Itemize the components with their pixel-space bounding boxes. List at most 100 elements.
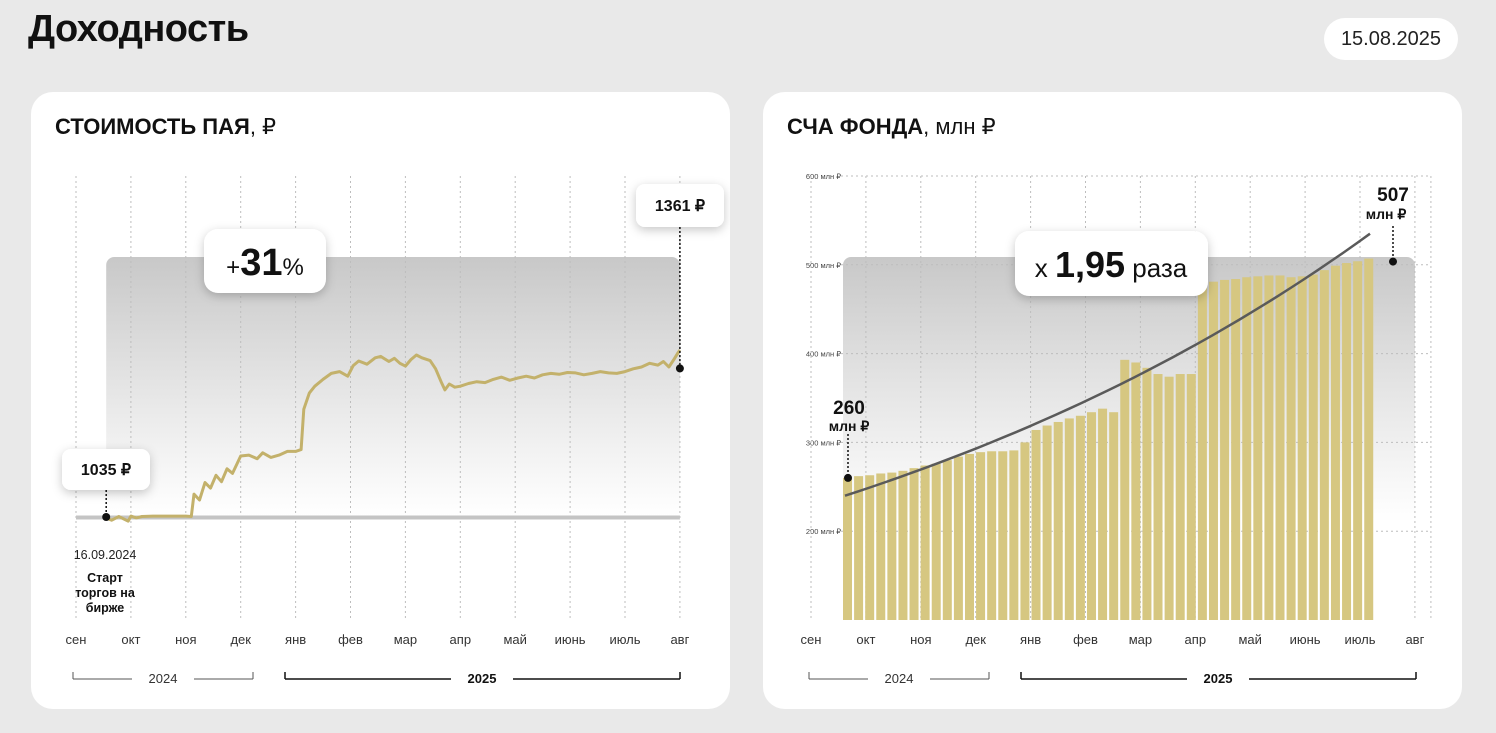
- nav-bar: [1275, 275, 1285, 620]
- end-value-label: 507: [1377, 185, 1409, 206]
- nav-bar: [1220, 279, 1230, 620]
- date-badge: 15.08.2025: [1324, 18, 1458, 60]
- y-tick-label: 300 млн ₽: [806, 438, 841, 447]
- nav-bar: [931, 463, 941, 620]
- nav-bar: [1120, 359, 1130, 620]
- nav-bar: [1286, 277, 1296, 620]
- nav-bar: [1330, 265, 1340, 620]
- nav-bar: [1353, 261, 1363, 620]
- price-line: [102, 349, 682, 523]
- nav-bar: [1175, 374, 1185, 620]
- nav-bar: [1208, 281, 1218, 620]
- nav-bar: [1020, 442, 1030, 620]
- month-tick-label: фев: [1073, 632, 1098, 647]
- unit-price-chart: сен окт ноя дек янв фев мар апр май июнь июль авг 10…: [62, 176, 724, 686]
- year-label: 2024: [885, 671, 914, 686]
- year-label: 2025: [1204, 671, 1233, 686]
- nav-bar: [1231, 279, 1241, 620]
- month-tick-label: янв: [1020, 632, 1041, 647]
- fund-nav-chart: 200 млн ₽ 300 млн ₽ 400 млн ₽ 500 млн ₽ 600 …: [801, 172, 1432, 686]
- start-note-line: Старт: [87, 571, 123, 585]
- start-point: [844, 473, 852, 482]
- nav-bar: [1186, 374, 1196, 620]
- y-tick-label: 400 млн ₽: [806, 350, 841, 359]
- growth-badge: [1015, 231, 1208, 296]
- nav-bar: [1242, 277, 1252, 620]
- month-tick-label: фев: [338, 632, 363, 647]
- month-tick-label: ноя: [910, 632, 931, 647]
- growth-label: х 1,95 раза: [1035, 244, 1188, 285]
- month-tick-label: май: [1238, 632, 1261, 647]
- nav-bar: [1064, 418, 1074, 620]
- nav-bar: [1142, 367, 1152, 620]
- month-tick-label: окт: [121, 632, 140, 647]
- y-tick-label: 600 млн ₽: [806, 172, 841, 181]
- nav-bar: [1098, 408, 1108, 620]
- nav-bar: [1164, 376, 1174, 620]
- unit-price-card: СТОИМОСТЬ ПАЯ, ₽ сен окт ноя дек янв фев мар ап…: [31, 92, 730, 709]
- end-value-label: 1361 ₽: [655, 198, 705, 215]
- nav-bar: [1009, 450, 1019, 620]
- fund-nav-title-unit: , млн ₽: [923, 114, 996, 139]
- page-title: Доходность: [28, 8, 249, 50]
- start-value-label: 1035 ₽: [81, 462, 131, 479]
- unit-price-title-text: СТОИМОСТЬ ПАЯ: [55, 114, 250, 139]
- start-note-line: торгов на: [75, 586, 136, 600]
- month-tick-label: июль: [1344, 632, 1375, 647]
- y-tick-label: 200 млн ₽: [806, 527, 841, 536]
- month-tick-label: май: [503, 632, 526, 647]
- nav-bar: [1308, 274, 1318, 620]
- nav-bar: [953, 456, 963, 620]
- month-tick-label: авг: [670, 632, 689, 647]
- fund-nav-card: СЧА ФОНДА, млн ₽ 200 млн ₽ 300 млн ₽ 400 м…: [763, 92, 1462, 709]
- growth-prefix: х: [1035, 253, 1055, 283]
- month-tick-label: янв: [285, 632, 306, 647]
- nav-bar: [876, 473, 886, 620]
- month-tick-label: сен: [801, 632, 822, 647]
- growth-suffix: раза: [1125, 253, 1188, 283]
- nav-bar: [843, 477, 852, 620]
- end-callout-box: [636, 184, 724, 227]
- month-tick-label: апр: [450, 632, 472, 647]
- performance-band: [106, 257, 680, 517]
- end-point: [675, 364, 684, 373]
- year-label: 2024: [149, 671, 178, 686]
- nav-bar: [865, 475, 875, 620]
- nav-bar: [854, 476, 864, 620]
- growth-value: 1,95: [1055, 244, 1125, 285]
- unit-price-title-unit: , ₽: [249, 114, 277, 139]
- month-tick-label: июль: [609, 632, 640, 647]
- nav-bar: [1075, 415, 1085, 620]
- unit-price-card-title: СТОИМОСТЬ ПАЯ, ₽: [55, 114, 276, 140]
- trend-curve: [844, 232, 1371, 497]
- nav-bar: [964, 453, 974, 620]
- month-tick-label: мар: [1129, 632, 1152, 647]
- nav-bar: [920, 465, 930, 620]
- nav-bar: [887, 472, 897, 620]
- start-value-label: 260: [833, 398, 865, 419]
- start-point: [102, 513, 111, 521]
- month-tick-label: апр: [1185, 632, 1207, 647]
- start-unit-label: млн ₽: [829, 418, 870, 434]
- month-tick-label: июнь: [1290, 632, 1321, 647]
- month-tick-label: сен: [66, 632, 87, 647]
- growth-label: +31%: [226, 242, 304, 284]
- start-callout-box: [62, 449, 150, 490]
- year-label: 2025: [468, 671, 497, 686]
- nav-bar: [1031, 429, 1041, 620]
- nav-bar: [942, 460, 952, 620]
- month-tick-label: окт: [856, 632, 875, 647]
- nav-bar: [1042, 425, 1052, 620]
- nav-bar: [987, 451, 997, 620]
- nav-bar: [1197, 285, 1207, 620]
- nav-bar: [1319, 270, 1329, 620]
- fund-nav-title-text: СЧА ФОНДА: [787, 114, 924, 139]
- nav-bar: [898, 470, 908, 620]
- growth-value: 31: [240, 242, 282, 284]
- month-tick-label: ноя: [175, 632, 196, 647]
- end-point: [1389, 257, 1397, 266]
- nav-bar: [1297, 276, 1307, 620]
- y-tick-label: 500 млн ₽: [806, 261, 841, 270]
- month-tick-label: июнь: [555, 632, 586, 647]
- nav-bar: [1264, 275, 1274, 620]
